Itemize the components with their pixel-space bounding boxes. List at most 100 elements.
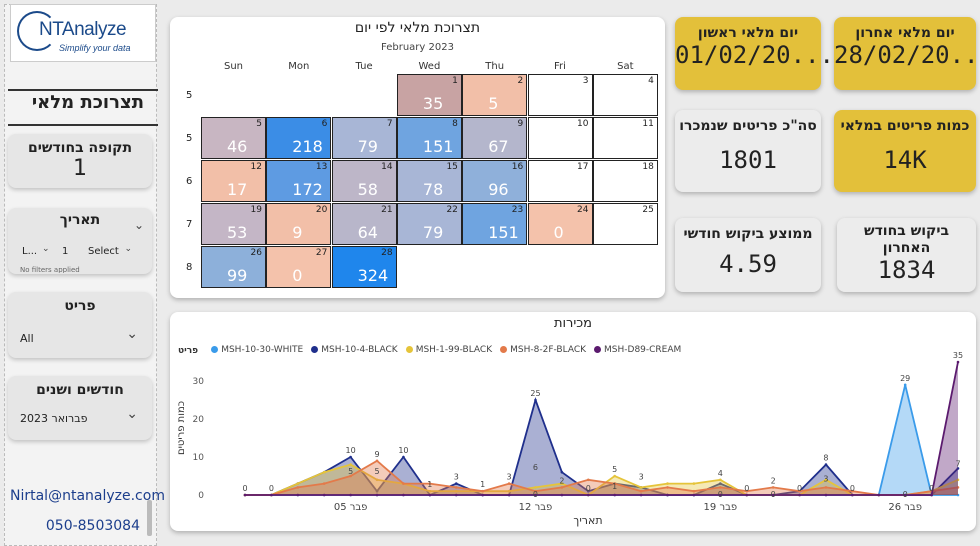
item-select[interactable]: All — [20, 332, 34, 345]
calendar-day-cell[interactable]: 9 67 — [462, 117, 528, 159]
chevron-down-icon[interactable]: ⌄ — [42, 244, 50, 254]
series-area — [245, 460, 958, 495]
date-unit-select[interactable]: Select — [88, 246, 119, 257]
data-label: 0 — [586, 484, 591, 493]
legend-label: MSH-10-4-BLACK — [321, 344, 398, 355]
day-consumption: 151 — [488, 223, 519, 242]
chevron-down-icon[interactable]: ⌄ — [126, 406, 138, 422]
data-point — [402, 482, 405, 485]
calendar-day-cell[interactable]: 8 151 — [396, 117, 462, 159]
data-label: 0 — [533, 490, 538, 499]
legend-item[interactable]: MSH-8-2F-BLACK — [500, 345, 586, 355]
calendar-day-cell[interactable]: 3 — [527, 74, 593, 116]
x-tick-label: פבר 05 — [334, 502, 368, 513]
item-slicer[interactable]: פריט All ⌄ — [8, 292, 152, 358]
chevron-down-icon[interactable]: ⌄ — [126, 326, 138, 342]
date-number-input[interactable]: 1 — [62, 246, 69, 257]
calendar-day-cell[interactable]: 14 58 — [331, 160, 397, 202]
data-point — [428, 489, 432, 493]
calendar-day-cell[interactable]: 13 172 — [266, 160, 332, 202]
data-point — [586, 489, 590, 493]
calendar-day-cell[interactable]: 26 99 — [201, 246, 266, 288]
calendar-day-cell[interactable]: 22 79 — [396, 203, 462, 245]
data-point — [322, 493, 326, 497]
calendar-day-cell[interactable]: 20 9 — [266, 203, 332, 245]
period-slicer[interactable]: תקופה בחודשים 1 — [8, 134, 152, 188]
data-point — [745, 489, 749, 493]
legend-dot-icon — [594, 346, 602, 353]
kpi-sold-total-value: 1801 — [719, 146, 777, 174]
calendar-day-cell[interactable]: 17 — [527, 160, 593, 202]
data-point — [560, 493, 564, 497]
day-number: 22 — [446, 205, 458, 215]
data-label: 3 — [454, 473, 459, 482]
calendar-day-cell[interactable]: 12 17 — [201, 160, 266, 202]
chevron-down-icon[interactable]: ⌄ — [124, 244, 132, 254]
calendar-day-cell[interactable]: 25 — [592, 203, 658, 245]
months-slicer[interactable]: חודשים ושנים פברואר 2023 ⌄ — [8, 376, 152, 440]
legend-item[interactable]: MSH-10-30-WHITE — [211, 345, 303, 355]
data-point — [639, 486, 643, 489]
data-point — [296, 493, 300, 497]
day-consumption: 9 — [292, 223, 303, 242]
data-point — [454, 486, 458, 489]
legend-item[interactable]: MSH-D89-CREAM — [594, 345, 681, 355]
calendar-day-cell[interactable]: 4 — [592, 74, 658, 116]
calendar-day-cell[interactable]: 15 78 — [396, 160, 462, 202]
data-point — [296, 486, 300, 489]
data-point — [270, 493, 273, 497]
data-point — [824, 463, 828, 466]
day-number: 20 — [315, 205, 328, 215]
calendar-day-cell[interactable]: 1 35 — [396, 74, 462, 116]
data-point — [243, 493, 247, 497]
data-point — [956, 493, 960, 497]
day-number: 28 — [381, 248, 393, 258]
data-point — [454, 489, 458, 493]
data-point — [613, 474, 617, 478]
calendar-day-cell[interactable]: 21 64 — [331, 203, 397, 245]
data-label: 1 — [480, 480, 485, 489]
data-label: 6 — [533, 463, 538, 472]
data-label: 1 — [427, 480, 432, 489]
date-operator-select[interactable]: L... — [22, 246, 38, 257]
legend-label: MSH-10-30-WHITE — [221, 344, 304, 355]
data-point — [692, 493, 696, 497]
calendar-day-cell[interactable]: 11 — [592, 117, 658, 159]
kpi-last-day: יום מלאי אחרון 28/02/20... — [834, 17, 980, 90]
data-label: 35 — [953, 352, 963, 360]
calendar-day-cell[interactable]: 24 0 — [527, 203, 593, 245]
calendar-day-cell[interactable]: 10 — [527, 117, 593, 159]
day-number: 15 — [446, 162, 458, 172]
date-slicer[interactable]: תאריך ⌄ L... 1 Select ⌄ ⌄ No filters app… — [8, 208, 152, 274]
data-point — [877, 493, 881, 497]
legend-item[interactable]: MSH-1-99-BLACK — [405, 344, 493, 355]
calendar-day-cell[interactable]: 7 79 — [331, 117, 397, 159]
calendar-day-cell[interactable]: 23 151 — [462, 203, 528, 245]
calendar-day-cell[interactable]: 28 324 — [331, 246, 397, 288]
calendar-day-cell[interactable]: 6 218 — [266, 117, 332, 159]
calendar-day-cell[interactable]: 18 — [592, 160, 658, 202]
data-point — [956, 486, 960, 489]
calendar-day-cell[interactable]: 27 0 — [266, 246, 332, 288]
calendar-day-cell[interactable]: 19 53 — [201, 203, 266, 245]
day-number: 17 — [577, 162, 589, 172]
calendar-month: February 2023 — [381, 42, 454, 53]
weekday-header: Wed — [418, 61, 441, 72]
legend-label: MSH-1-99-BLACK — [415, 344, 493, 355]
legend-item[interactable]: MSH-10-4-BLACK — [311, 344, 398, 355]
day-consumption: 79 — [422, 223, 444, 242]
data-point — [375, 459, 379, 463]
legend-dot-icon — [211, 346, 219, 353]
day-consumption: 0 — [292, 266, 303, 285]
data-point — [692, 489, 696, 493]
day-consumption: 96 — [488, 180, 509, 199]
months-select[interactable]: פברואר 2023 — [20, 412, 88, 425]
contact-email[interactable]: Nirtal@ntanalyze.com — [10, 488, 165, 504]
calendar-day-cell[interactable]: 5 46 — [201, 117, 266, 159]
calendar-day-cell[interactable]: 16 96 — [462, 160, 528, 202]
sidebar-scrollbar[interactable] — [147, 500, 152, 536]
day-consumption: 0 — [553, 223, 564, 242]
chevron-down-icon[interactable]: ⌄ — [133, 218, 144, 232]
